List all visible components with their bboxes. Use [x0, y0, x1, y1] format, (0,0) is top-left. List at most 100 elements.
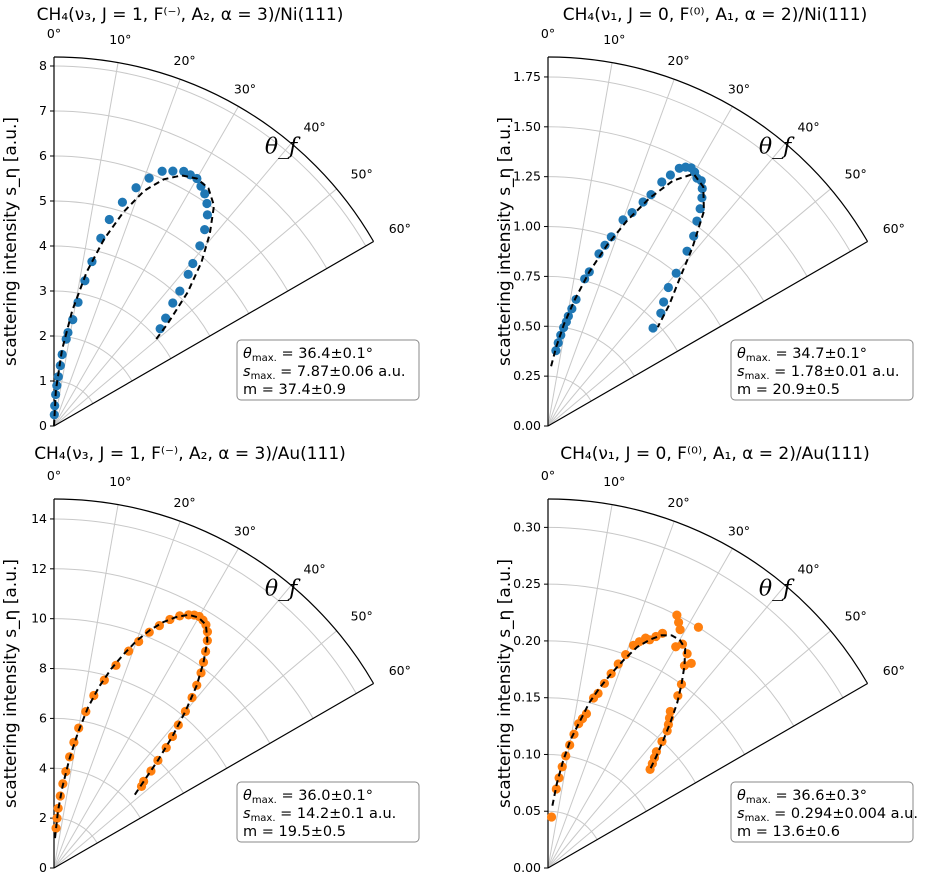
angle-tick-label: 40° — [303, 561, 325, 576]
stats-value: = 14.2±0.1 a.u. — [276, 806, 397, 822]
stats-line: smax. = 0.294±0.004 a.u. — [737, 806, 918, 824]
angle-tick-label: 30° — [234, 81, 256, 96]
radial-tick-label: 0.75 — [513, 268, 541, 283]
stats-subscript: max. — [746, 353, 771, 364]
data-point — [53, 372, 63, 382]
y-axis-label: scattering intensity s_η [a.u.] — [1, 559, 21, 808]
angle-tick-label: 60° — [389, 221, 411, 236]
data-point — [696, 176, 706, 186]
stats-symbol: s — [243, 806, 251, 822]
stats-symbol: s — [737, 364, 745, 380]
angular-gridline — [53, 504, 119, 869]
radial-tick-label: 6 — [39, 710, 47, 725]
angle-tick-label: 30° — [234, 523, 256, 538]
theta-label: θ_f — [759, 576, 795, 601]
stats-value: = 7.87±0.06 a.u. — [276, 364, 406, 380]
panel-title: CH₄(ν₃, J = 1, F⁽⁻⁾, A₂, α = 3)/Ni(111) — [37, 5, 344, 25]
angular-gridline — [547, 630, 831, 869]
polar-panel-2: CH₄(ν₁, J = 0, F⁽⁰⁾, A₁, α = 2)/Ni(111) 0… — [495, 5, 914, 433]
data-point — [53, 803, 63, 813]
radial-tick-label: 0.15 — [513, 690, 541, 705]
radial-tick-label: 8 — [39, 58, 47, 73]
data-point — [188, 258, 198, 269]
data-point — [571, 294, 581, 305]
radial-tick-label: 0.05 — [513, 803, 541, 818]
radial-tick-label: 12 — [31, 561, 47, 576]
stats-line: m = 20.9±0.5 — [737, 382, 840, 398]
stats-symbol: θ — [243, 346, 252, 362]
stats-value: = 19.5±0.5 — [257, 824, 346, 840]
radial-tick-label: 6 — [39, 148, 47, 163]
data-point — [657, 177, 667, 187]
data-point — [157, 166, 167, 176]
data-point — [693, 622, 704, 632]
angular-gridline — [547, 79, 675, 427]
data-point — [175, 286, 185, 296]
data-point — [202, 210, 213, 220]
outer-arc — [547, 56, 869, 242]
stats-value: = 36.0±0.1° — [277, 788, 373, 804]
stats-symbol: m — [737, 382, 751, 398]
angle-tick-label: 0° — [541, 26, 555, 41]
stats-value: = 1.78±0.01 a.u. — [770, 364, 900, 380]
angular-gridline — [53, 521, 181, 869]
stats-subscript: max. — [745, 813, 770, 824]
angle-tick-label: 50° — [845, 609, 867, 624]
angular-gridline — [53, 548, 239, 869]
radial-tick-label: 4 — [39, 238, 47, 253]
angle-tick-label: 20° — [668, 495, 690, 510]
data-point — [663, 282, 673, 293]
radial-tick-label: 1 — [39, 373, 47, 388]
radial-tick-label: 1.75 — [513, 69, 541, 84]
stats-line: smax. = 7.87±0.06 a.u. — [243, 364, 406, 382]
stats-subscript: max. — [252, 795, 277, 806]
data-point — [51, 823, 61, 833]
radial-tick-label: 2 — [39, 810, 47, 825]
data-point — [200, 189, 210, 199]
stats-symbol: s — [243, 364, 251, 380]
radial-tick-label: 2 — [39, 328, 47, 343]
radial-tick-label: 0 — [39, 860, 47, 875]
data-point — [686, 658, 696, 668]
angle-tick-label: 0° — [47, 468, 61, 483]
angle-tick-label: 50° — [351, 609, 373, 624]
radial-tick-label: 0.25 — [513, 576, 541, 591]
outer-arc — [547, 498, 869, 684]
edge-60 — [547, 240, 868, 427]
stats-line: θmax. = 36.6±0.3° — [737, 788, 867, 806]
data-point — [646, 189, 656, 200]
stats-subscript: max. — [745, 371, 770, 382]
stats-symbol: θ — [243, 788, 252, 804]
data-point — [104, 214, 114, 225]
radial-tick-label: 0 — [39, 418, 47, 433]
edge-60 — [53, 240, 374, 427]
stats-line: smax. = 1.78±0.01 a.u. — [737, 364, 900, 382]
angle-tick-label: 0° — [541, 468, 555, 483]
polar-panel-3: CH₄(ν₃, J = 1, F⁽⁻⁾, A₂, α = 3)/Au(111) 0… — [1, 444, 420, 875]
stats-line: m = 13.6±0.6 — [737, 824, 840, 840]
stats-subscript: max. — [251, 813, 276, 824]
stats-line: θmax. = 34.7±0.1° — [737, 346, 867, 364]
data-point — [665, 170, 676, 180]
fit-curve — [551, 634, 687, 806]
data-point — [154, 621, 164, 631]
data-point — [551, 346, 561, 356]
angle-tick-label: 60° — [883, 221, 905, 236]
polar-panel-1: CH₄(ν₃, J = 1, F⁽⁻⁾, A₂, α = 3)/Ni(111) 0… — [1, 5, 420, 433]
stats-symbol: θ — [737, 788, 746, 804]
angular-gridline — [547, 188, 831, 427]
angular-gridline — [53, 188, 337, 427]
radial-tick-label: 7 — [39, 103, 47, 118]
stats-symbol: s — [737, 806, 745, 822]
angle-tick-label: 60° — [389, 663, 411, 678]
angle-tick-label: 40° — [797, 119, 819, 134]
data-point — [196, 668, 206, 678]
data-point — [200, 225, 210, 235]
radial-tick-label: 0.25 — [513, 368, 541, 383]
stats-value: = 37.4±0.9 — [257, 382, 346, 398]
data-point — [183, 269, 193, 279]
stats-value: = 36.4±0.1° — [277, 346, 373, 362]
outer-arc — [53, 56, 375, 242]
angle-tick-label: 10° — [603, 474, 625, 489]
data-point — [131, 183, 141, 193]
